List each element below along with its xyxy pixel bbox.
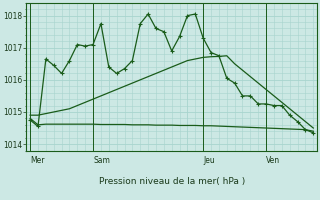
Text: Ven: Ven [266,156,280,165]
Text: Mer: Mer [30,156,44,165]
Text: Sam: Sam [93,156,110,165]
Text: Jeu: Jeu [203,156,215,165]
Text: Pression niveau de la mer( hPa ): Pression niveau de la mer( hPa ) [99,177,245,186]
